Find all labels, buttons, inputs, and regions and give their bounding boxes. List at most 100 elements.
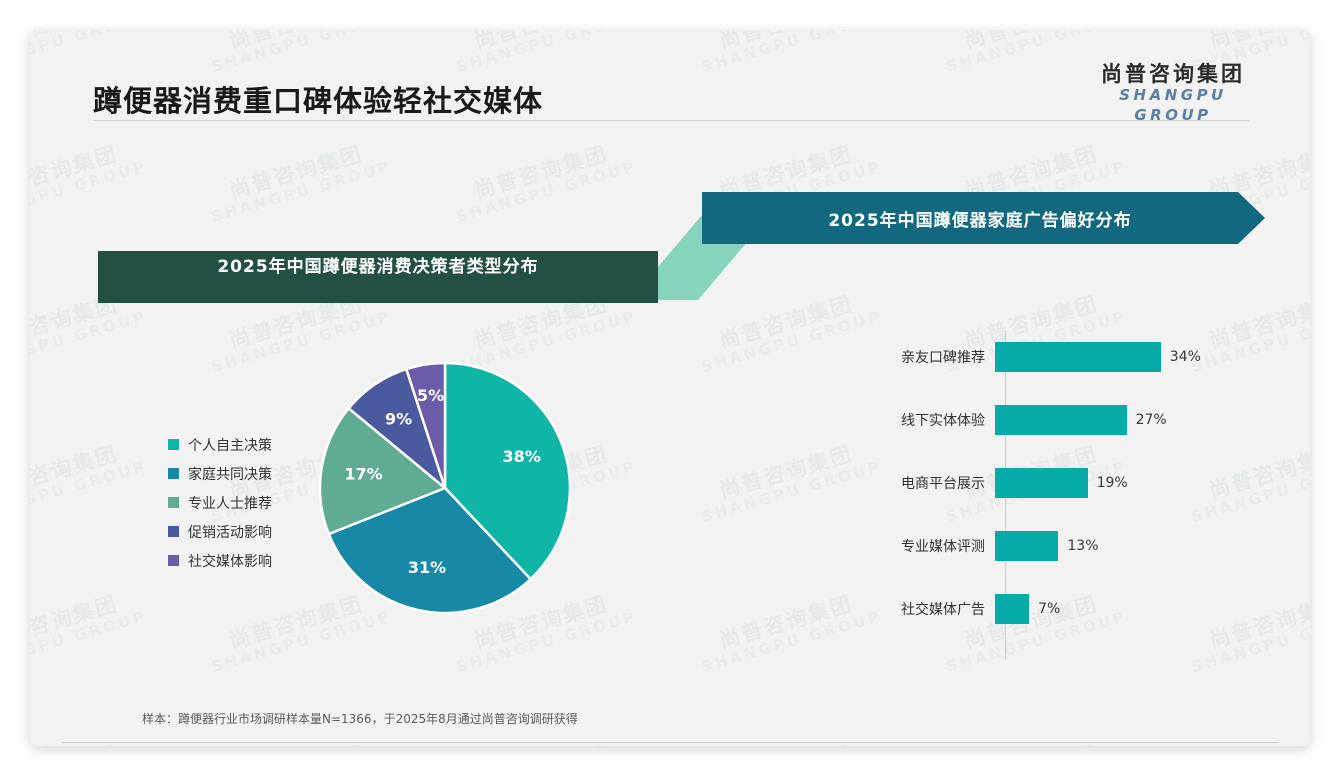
banner-right-title: 2025年中国蹲便器家庭广告偏好分布 (828, 211, 1132, 231)
bar-chart-row[interactable]: 线下实体体验 27% (850, 405, 1270, 435)
bar-category-label: 社交媒体广告 (901, 602, 985, 618)
pie-slice[interactable] (327, 486, 533, 615)
legend-item-label: 专业人士推荐 (188, 495, 272, 512)
watermark-chinese-text: 尚普咨询集团 (30, 441, 121, 503)
bar-chart-row[interactable]: 亲友口碑推荐 34% (850, 342, 1270, 372)
pie-legend-item[interactable]: 促销活动影响 (168, 517, 318, 546)
bar-category-label: 专业媒体评测 (901, 539, 985, 555)
source-note: 样本：蹲便器行业市场调研样本量N=1366，于2025年8月通过尚普咨询调研获得 (142, 712, 578, 726)
watermark-english-text: SHANGPU GROUP (1189, 157, 1310, 227)
watermark-chinese-text: 尚普咨询集团 (716, 141, 856, 203)
pie-slice-label: 38% (503, 447, 541, 466)
pie-legend: 个人自主决策 家庭共同决策 专业人士推荐 促销活动影响 社交媒体影响 (168, 430, 318, 575)
bar-chart-row[interactable]: 电商平台展示 19% (850, 468, 1270, 498)
legend-color-swatch (168, 497, 179, 508)
watermark-chinese-text: 尚普咨询集团 (203, 735, 389, 746)
watermark-chinese-text: 尚普咨询集团 (1183, 735, 1310, 746)
bar-chart-row[interactable]: 社交媒体广告 7% (850, 594, 1270, 624)
legend-item-label: 个人自主决策 (188, 437, 272, 454)
legend-color-swatch (168, 555, 179, 566)
bar-chart-block: 亲友口碑推荐 34% 线下实体体验 27% 电商平台展示 19% 专业媒体评测 13% 社交媒体… (850, 320, 1270, 670)
legend-color-swatch (168, 468, 179, 479)
bar-category-label: 电商平台展示 (901, 476, 985, 492)
pie-legend-item[interactable]: 社交媒体影响 (168, 546, 318, 575)
bar-track: 13% (995, 531, 1099, 561)
page-title: 蹲便器消费重口碑体验轻社交媒体 (93, 84, 544, 118)
pie-chart-block: 个人自主决策 家庭共同决策 专业人士推荐 促销活动影响 社交媒体影响 38% 31% 17%… (130, 330, 670, 660)
logo-english-text: SHANGPU GROUP (1119, 86, 1227, 124)
bar-chart-row[interactable]: 专业媒体评测 13% (850, 531, 1270, 561)
watermark-english-text: SHANGPU GROUP (699, 157, 885, 227)
legend-color-swatch (168, 439, 179, 450)
banner-right-shape (702, 192, 1265, 244)
brand-logo: 尚普咨询集团 SHANGPU GROUP (1078, 62, 1268, 125)
watermark-chinese-text: 尚普咨询集团 (448, 735, 634, 746)
legend-item-label: 促销活动影响 (188, 524, 272, 541)
banner-connector-shape (630, 215, 770, 300)
legend-item-label: 家庭共同决策 (188, 466, 272, 483)
watermark-chinese-text: 尚普咨询集团 (938, 735, 1124, 746)
watermark-chinese-text: 尚普咨询集团 (30, 735, 144, 746)
banner-left-title: 2025年中国蹲便器消费决策者类型分布 (217, 257, 539, 277)
watermark-chinese-text: 尚普咨询集团 (961, 141, 1101, 203)
watermark-english-text: SHANGPU GROUP (30, 157, 150, 227)
pie-legend-item[interactable]: 专业人士推荐 (168, 488, 318, 517)
pie-chart: 38% 31% 17% 9% 5% (318, 361, 572, 615)
pie-slice-label: 17% (344, 465, 382, 484)
pie-slice[interactable] (318, 406, 448, 536)
watermark-english-text: SHANGPU GROUP (209, 157, 395, 227)
bar-track: 19% (995, 468, 1128, 498)
bar-fill[interactable] (995, 531, 1059, 561)
bar-track: 34% (995, 342, 1201, 372)
bar-category-label: 线下实体体验 (901, 413, 985, 429)
banner-left-shape (98, 251, 658, 303)
legend-color-swatch (168, 526, 179, 537)
header-divider (93, 120, 1249, 121)
pie-legend-item[interactable]: 家庭共同决策 (168, 459, 318, 488)
legend-item-label: 社交媒体影响 (188, 553, 272, 570)
bar-value-label: 34% (1169, 349, 1201, 365)
pie-slice-label: 9% (385, 409, 412, 428)
bar-value-label: 19% (1096, 475, 1128, 491)
pie-slice-label: 5% (417, 386, 444, 405)
slide-header: 蹲便器消费重口碑体验轻社交媒体 尚普咨询集团 SHANGPU GROUP (30, 30, 1310, 124)
watermark-english-text: SHANGPU GROUP (454, 157, 640, 227)
bar-value-label: 27% (1135, 412, 1167, 428)
watermark-chinese-text: 尚普咨询集团 (30, 141, 121, 203)
bar-fill[interactable] (995, 342, 1161, 372)
bar-fill[interactable] (995, 468, 1088, 498)
watermark-chinese-text: 尚普咨询集团 (30, 291, 121, 353)
watermark-chinese-text: 尚普咨询集团 (1206, 141, 1310, 203)
bar-fill[interactable] (995, 405, 1127, 435)
watermark-chinese-text: 尚普咨询集团 (471, 141, 611, 203)
watermark-chinese-text: 尚普咨询集团 (693, 735, 879, 746)
watermark-chinese-text: 尚普咨询集团 (30, 591, 121, 653)
pie-legend-item[interactable]: 个人自主决策 (168, 430, 318, 459)
watermark-chinese-text: 尚普咨询集团 (226, 141, 366, 203)
bar-category-label: 亲友口碑推荐 (901, 350, 985, 366)
bar-fill[interactable] (995, 594, 1030, 624)
pie-slice-label: 31% (408, 558, 446, 577)
footer-divider (62, 742, 1278, 743)
logo-chinese-text: 尚普咨询集团 (1101, 62, 1245, 86)
pie-slice[interactable] (404, 361, 447, 489)
bar-track: 7% (995, 594, 1060, 624)
pie-slice[interactable] (443, 361, 572, 581)
bar-track: 27% (995, 405, 1167, 435)
bar-value-label: 7% (1038, 601, 1061, 617)
bar-value-label: 13% (1067, 538, 1099, 554)
watermark-english-text: SHANGPU GROUP (944, 157, 1130, 227)
